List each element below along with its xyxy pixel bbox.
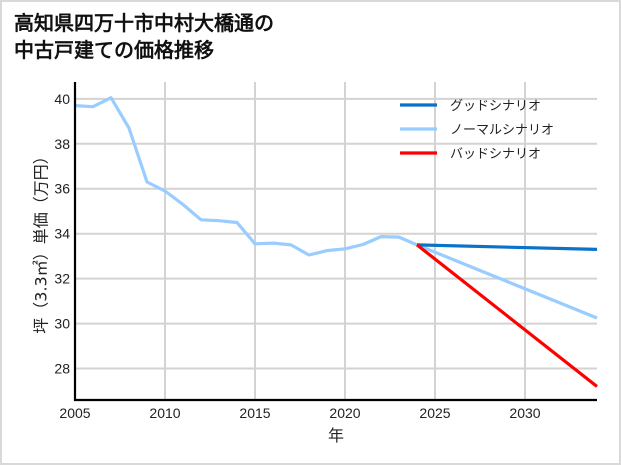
x-tick-label: 2025 bbox=[419, 405, 450, 421]
legend-label: バッドシナリオ bbox=[450, 147, 541, 162]
chart-title-line1: 高知県四万十市中村大橋通の bbox=[14, 11, 274, 35]
y-tick-label: 30 bbox=[54, 316, 70, 332]
x-tick-label: 2010 bbox=[149, 405, 180, 421]
x-tick-label: 2005 bbox=[59, 405, 90, 421]
y-tick-label: 40 bbox=[54, 91, 70, 107]
y-tick-label: 36 bbox=[54, 181, 70, 197]
axes bbox=[73, 82, 597, 402]
series-line-1 bbox=[74, 96, 598, 320]
y-tick-label: 38 bbox=[54, 136, 70, 152]
y-axis-label: 坪（3.3㎡）単価（万円） bbox=[32, 148, 51, 333]
x-axis-label: 年 bbox=[328, 426, 344, 445]
y-tick-label: 32 bbox=[54, 271, 70, 287]
y-tick-label: 34 bbox=[54, 226, 70, 242]
chart-title: 高知県四万十市中村大橋通の 中古戸建ての価格推移 bbox=[14, 10, 274, 64]
x-tick-label: 2020 bbox=[329, 405, 360, 421]
x-tick-label: 2015 bbox=[239, 405, 270, 421]
data-series bbox=[74, 96, 598, 388]
gridlines bbox=[75, 82, 597, 400]
legend-label: ノーマルシナリオ bbox=[450, 123, 554, 138]
legend-label: グッドシナリオ bbox=[450, 99, 541, 114]
y-tick-label: 28 bbox=[54, 361, 70, 377]
chart-title-line2: 中古戸建ての価格推移 bbox=[14, 38, 214, 62]
tick-labels: 2005 2010 2015 2020 2025 2030 28 30 32 34 36 38 40 bbox=[54, 91, 540, 421]
x-tick-label: 2030 bbox=[509, 405, 540, 421]
series-line-0 bbox=[416, 243, 598, 251]
series-line-2 bbox=[416, 243, 598, 388]
